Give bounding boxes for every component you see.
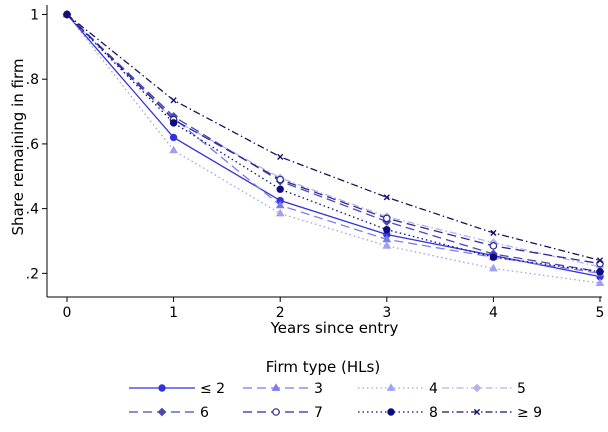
series-4 [62,10,605,272]
data-point [275,200,285,209]
series-line [66,14,601,278]
series-line [66,14,601,284]
legend-label: 8 [429,405,438,421]
y-tick-label: .2 [26,266,39,282]
data-point-stroke [596,257,604,264]
data-point [169,133,178,142]
y-tick-label: .6 [26,137,39,153]
data-point [489,253,498,261]
legend-item: 7 [243,405,323,421]
y-tick-label: .4 [26,202,39,218]
series-1 [63,10,604,281]
series-2 [62,9,605,277]
series-5 [62,10,605,277]
legend-label: 5 [517,381,526,397]
series-6 [63,10,604,268]
data-point [489,263,498,272]
legend-item: ≤ 2 [129,381,225,397]
data-point [472,383,482,393]
y-tick-label: 1 [30,7,39,23]
legend-label: ≥ 9 [517,405,542,421]
data-point [387,408,395,416]
data-point [158,384,166,392]
legend-item: 8 [358,405,438,421]
data-point-stroke [383,194,390,201]
legend-item: 5 [442,381,526,397]
data-point [596,259,604,268]
legend-label: 6 [200,405,209,421]
series-line [66,14,601,273]
data-point [473,408,481,416]
data-point [157,407,167,417]
legend-label: 4 [429,381,438,397]
legend-item: 3 [243,381,323,397]
data-point [169,119,178,127]
x-axis-label: Years since entry [270,319,399,337]
data-point [276,185,284,193]
data-point-stroke [170,97,177,104]
series-7 [63,10,604,276]
data-point [169,145,178,154]
data-point [383,194,390,201]
data-point [489,242,498,250]
legend-item: ≥ 9 [442,405,542,421]
data-point [382,214,391,223]
series-3 [62,9,605,286]
series-8 [63,11,604,264]
data-point [382,241,392,249]
data-point [490,229,497,236]
data-point [271,383,281,391]
data-point [595,278,605,286]
data-point-stroke [490,229,497,236]
x-tick-label: 5 [596,305,605,321]
data-point [170,97,177,104]
data-point [386,383,396,391]
legend-title: Firm type (HLs) [266,358,380,376]
data-point [63,11,71,18]
series-line [66,14,601,274]
legend-label: 3 [314,381,323,397]
legend-item: 4 [358,381,438,397]
data-point [277,153,284,160]
legend-label: 7 [314,405,323,421]
y-axis-label: Share remaining in firm [9,59,27,236]
series-line [66,14,601,265]
series-line [66,13,601,262]
legend-label: ≤ 2 [200,381,225,397]
data-point [596,268,604,276]
data-point-stroke [473,408,481,416]
data-point-stroke [277,153,284,160]
data-point [383,225,391,234]
legend-item: 6 [129,405,209,421]
data-point-stroke [63,11,71,18]
data-point [596,257,604,264]
x-tick-label: 0 [63,305,72,321]
data-point [272,408,280,416]
x-tick-label: 3 [382,305,391,321]
data-point [275,208,285,217]
y-tick-label: .8 [26,72,39,88]
x-tick-label: 1 [169,305,178,321]
series-line [66,14,601,268]
series-line [66,14,601,273]
data-point [276,175,285,184]
x-tick-label: 2 [276,305,285,321]
x-tick-label: 4 [489,305,498,321]
